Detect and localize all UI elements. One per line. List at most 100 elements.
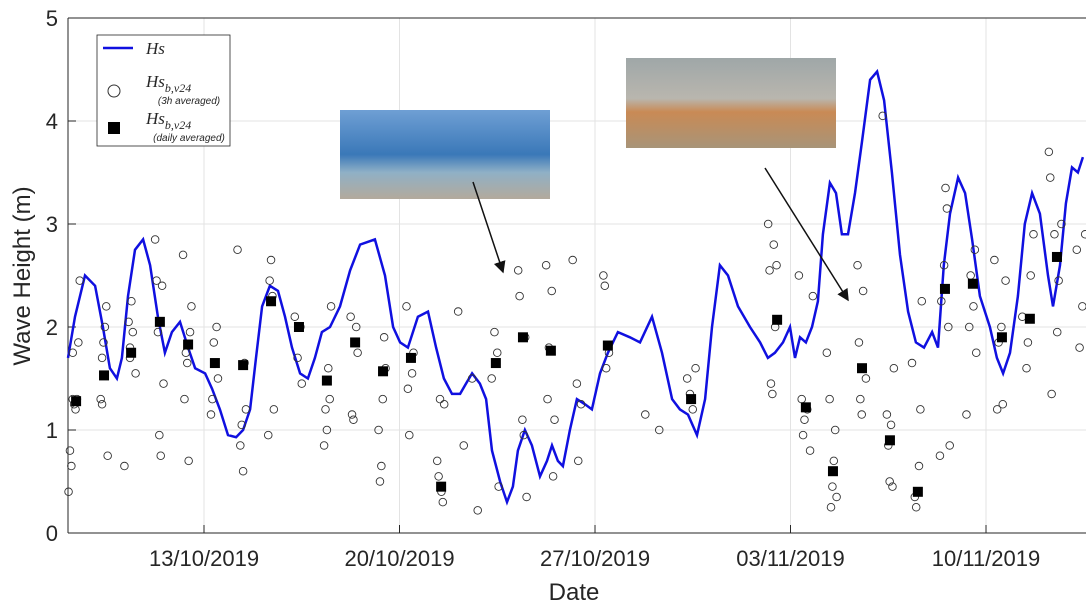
- point-daily: [71, 396, 81, 406]
- point-daily: [857, 363, 867, 373]
- point-3h: [683, 375, 691, 383]
- point-3h: [188, 303, 196, 311]
- point-3h: [72, 406, 80, 414]
- point-daily: [183, 340, 193, 350]
- point-3h: [972, 349, 980, 357]
- point-3h: [854, 261, 862, 269]
- point-3h: [97, 395, 105, 403]
- point-3h: [827, 503, 835, 511]
- point-3h: [1053, 328, 1061, 336]
- point-3h: [156, 431, 164, 439]
- point-3h: [327, 303, 335, 311]
- point-3h: [181, 395, 189, 403]
- point-3h: [76, 277, 84, 285]
- point-3h: [98, 354, 106, 362]
- point-3h: [322, 406, 330, 414]
- inset-photo: [340, 110, 550, 199]
- point-3h: [298, 380, 306, 388]
- point-3h: [862, 375, 870, 383]
- legend-subscript: b,v24: [165, 81, 191, 95]
- point-3h: [179, 251, 187, 259]
- point-3h: [569, 256, 577, 264]
- point-3h: [68, 462, 76, 470]
- point-3h: [210, 339, 218, 347]
- point-3h: [883, 411, 891, 419]
- point-3h: [460, 442, 468, 450]
- point-3h: [912, 503, 920, 511]
- point-3h: [519, 416, 527, 424]
- point-3h: [440, 400, 448, 408]
- point-3h: [121, 462, 129, 470]
- point-daily: [518, 332, 528, 342]
- point-3h: [855, 339, 863, 347]
- point-3h: [405, 431, 413, 439]
- point-3h: [942, 184, 950, 192]
- point-3h: [239, 467, 247, 475]
- point-daily: [238, 360, 248, 370]
- point-3h: [548, 287, 556, 295]
- point-daily: [828, 466, 838, 476]
- point-3h: [433, 457, 441, 465]
- point-3h: [514, 267, 522, 275]
- x-tick-label: 10/11/2019: [932, 546, 1040, 571]
- x-tick-label: 03/11/2019: [736, 546, 844, 571]
- legend-subscript: b,v24: [165, 118, 191, 132]
- point-3h: [1051, 231, 1059, 239]
- point-3h: [1073, 246, 1081, 254]
- point-3h: [829, 483, 837, 491]
- x-tick-label: 20/10/2019: [344, 546, 454, 571]
- point-3h: [436, 395, 444, 403]
- point-3h: [770, 241, 778, 249]
- point-daily: [913, 487, 923, 497]
- point-3h: [326, 395, 334, 403]
- point-3h: [354, 349, 362, 357]
- point-3h: [918, 297, 926, 305]
- point-3h: [1027, 272, 1035, 280]
- point-3h: [798, 395, 806, 403]
- point-3h: [186, 328, 194, 336]
- point-3h: [403, 303, 411, 311]
- point-3h: [242, 406, 250, 414]
- point-daily: [1052, 252, 1062, 262]
- point-3h: [376, 478, 384, 486]
- point-3h: [234, 246, 242, 254]
- point-daily: [968, 279, 978, 289]
- point-3h: [1081, 231, 1086, 239]
- point-3h: [160, 380, 168, 388]
- point-3h: [946, 442, 954, 450]
- legend-note: (3h averaged): [158, 96, 220, 107]
- point-3h: [799, 431, 807, 439]
- point-3h: [773, 261, 781, 269]
- point-3h: [917, 406, 925, 414]
- point-3h: [348, 411, 356, 419]
- point-3h: [320, 442, 328, 450]
- point-3h: [769, 390, 777, 398]
- point-daily: [322, 376, 332, 386]
- point-3h: [795, 272, 803, 280]
- point-daily: [546, 346, 556, 356]
- point-3h: [806, 447, 814, 455]
- point-3h: [270, 406, 278, 414]
- point-daily: [126, 348, 136, 358]
- point-3h: [574, 457, 582, 465]
- point-3h: [435, 473, 443, 481]
- legend-name: Hs: [145, 39, 165, 58]
- chart: 01234513/10/201920/10/201927/10/201903/1…: [0, 0, 1086, 610]
- point-3h: [915, 462, 923, 470]
- point-daily: [294, 322, 304, 332]
- point-3h: [65, 488, 73, 496]
- point-3h: [266, 277, 274, 285]
- point-3h: [350, 416, 358, 424]
- point-3h: [1046, 174, 1054, 182]
- point-3h: [823, 349, 831, 357]
- point-3h: [641, 411, 649, 419]
- point-3h: [830, 457, 838, 465]
- point-3h: [129, 328, 137, 336]
- point-daily: [378, 366, 388, 376]
- point-3h: [102, 303, 110, 311]
- point-daily: [801, 402, 811, 412]
- inset-photo: [626, 58, 836, 148]
- point-3h: [523, 493, 531, 501]
- point-3h: [859, 287, 867, 295]
